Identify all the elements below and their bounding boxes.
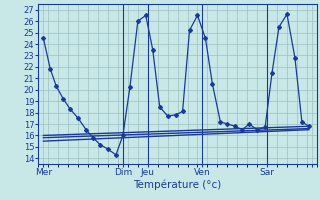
X-axis label: Température (°c): Température (°c) bbox=[133, 180, 222, 190]
